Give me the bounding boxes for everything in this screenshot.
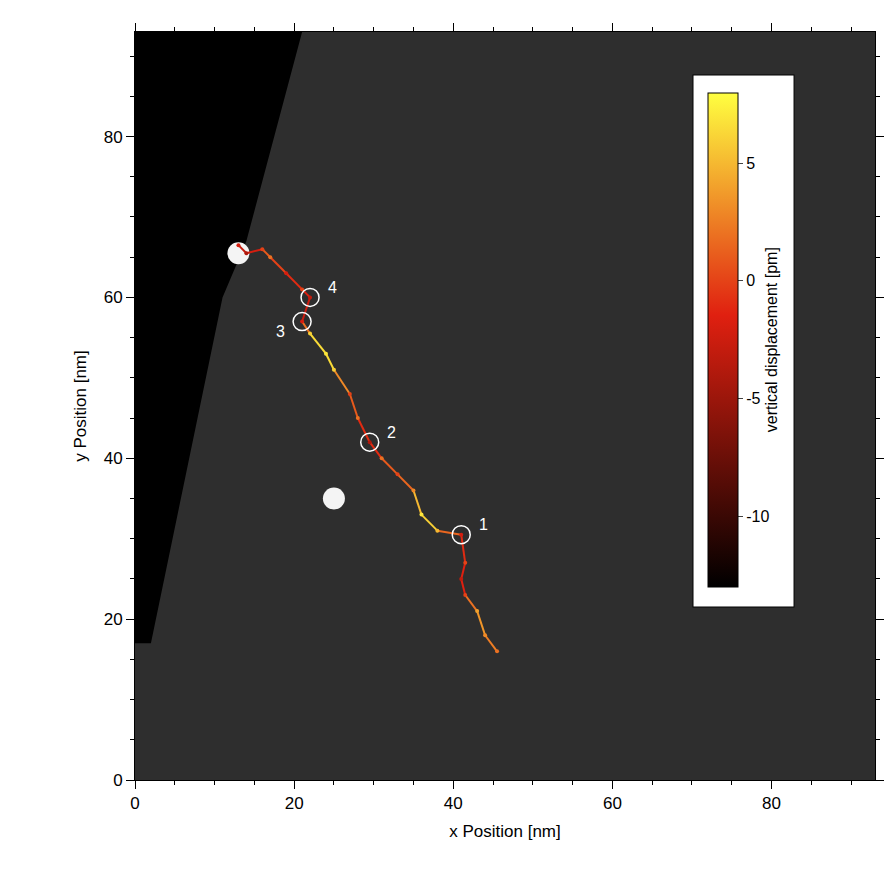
svg-text:3: 3 (276, 323, 285, 340)
svg-text:40: 40 (104, 449, 123, 468)
svg-text:80: 80 (104, 128, 123, 147)
svg-text:60: 60 (603, 794, 622, 813)
svg-text:x Position [nm]: x Position [nm] (449, 822, 561, 841)
svg-text:4: 4 (328, 279, 337, 296)
svg-text:vertical displacement [pm]: vertical displacement [pm] (763, 247, 780, 432)
svg-text:80: 80 (762, 794, 781, 813)
svg-text:0: 0 (746, 272, 755, 289)
svg-text:60: 60 (104, 288, 123, 307)
svg-text:-5: -5 (746, 390, 760, 407)
svg-text:1: 1 (479, 516, 488, 533)
svg-text:0: 0 (113, 771, 122, 790)
svg-text:40: 40 (444, 794, 463, 813)
svg-text:20: 20 (104, 610, 123, 629)
svg-text:-10: -10 (746, 508, 769, 525)
svg-text:20: 20 (285, 794, 304, 813)
svg-text:5: 5 (746, 155, 755, 172)
svg-text:0: 0 (130, 794, 139, 813)
svg-text:y Position [nm]: y Position [nm] (71, 350, 90, 462)
svg-text:2: 2 (387, 424, 396, 441)
